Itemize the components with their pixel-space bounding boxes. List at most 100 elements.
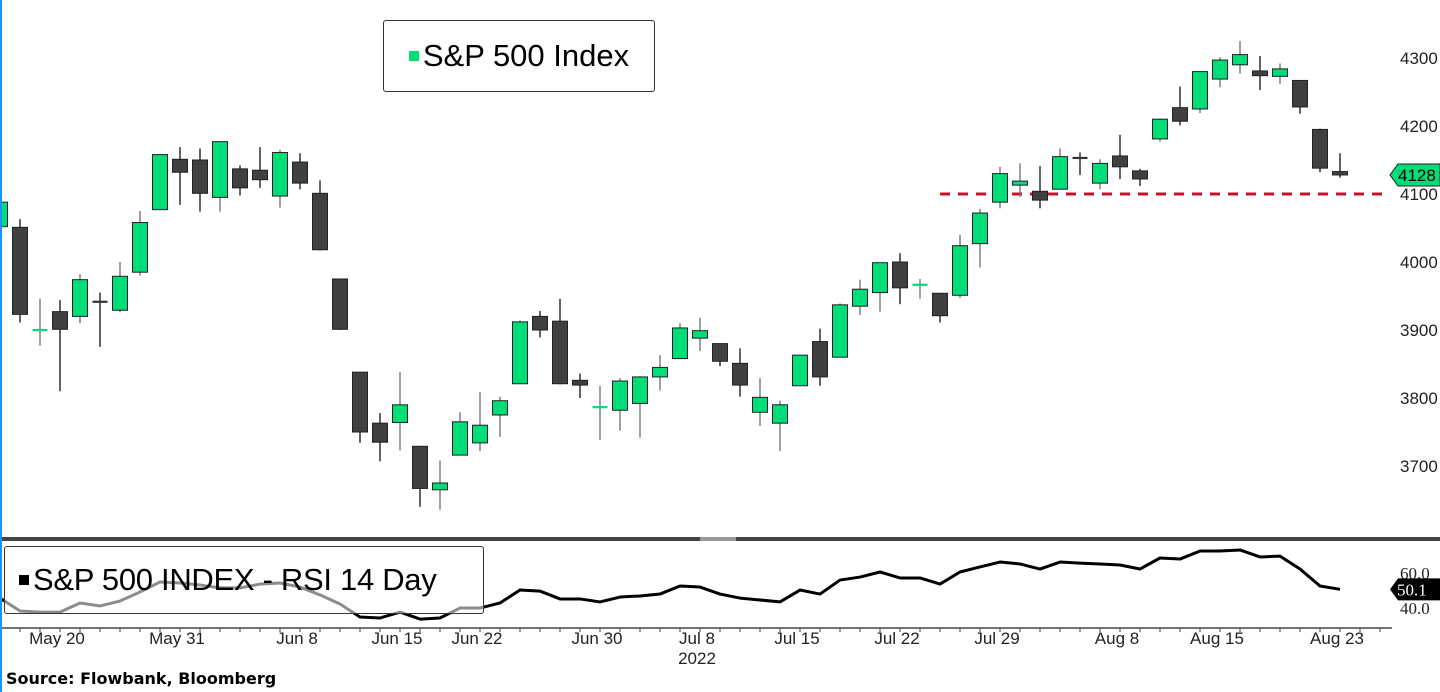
candle xyxy=(892,253,908,305)
candle-body-up xyxy=(1052,156,1068,190)
candle xyxy=(272,149,288,208)
candle-body-down xyxy=(52,311,68,330)
candle xyxy=(532,310,548,338)
candle xyxy=(372,412,388,462)
candle-body-down xyxy=(312,192,328,251)
legend-green-square-icon xyxy=(408,51,419,61)
candle xyxy=(1292,79,1308,114)
candle xyxy=(912,279,928,299)
rsi-last-tag xyxy=(1390,578,1440,601)
candle xyxy=(1072,152,1088,175)
candle xyxy=(92,292,108,347)
candle xyxy=(632,376,648,438)
candle-body-down xyxy=(532,315,548,331)
candle-body-down xyxy=(892,261,908,289)
x-tick-label: Jul 15 xyxy=(774,629,819,648)
candle-body-up xyxy=(1152,118,1168,140)
candle-body-up xyxy=(752,396,768,413)
candle xyxy=(1192,71,1208,114)
x-tick-label: Jul 22 xyxy=(874,629,919,648)
x-tick-label: May 31 xyxy=(149,629,205,648)
candle xyxy=(352,371,368,443)
candle xyxy=(432,460,448,510)
candle xyxy=(172,147,188,205)
candle xyxy=(52,300,68,392)
price-panel xyxy=(0,41,1390,510)
candle xyxy=(112,262,128,313)
candle xyxy=(1152,118,1168,142)
candle xyxy=(832,303,848,358)
candle xyxy=(1052,148,1068,190)
candle-body-down xyxy=(252,169,268,181)
candle xyxy=(0,200,8,240)
candle-body-down xyxy=(1112,155,1128,168)
candle xyxy=(992,166,1008,209)
candle-body-down xyxy=(1172,107,1188,122)
candle-body-up xyxy=(1232,54,1248,66)
candle-body-down xyxy=(552,320,568,385)
candle-body-up xyxy=(792,354,808,387)
candle-body-down xyxy=(1292,79,1308,108)
candle-body-up xyxy=(632,376,648,404)
candle xyxy=(1212,57,1228,88)
legend-black-square-icon xyxy=(19,575,29,585)
candle xyxy=(292,153,308,190)
candle-body-up xyxy=(72,279,88,317)
candle xyxy=(472,391,488,452)
x-tick-label: Jun 8 xyxy=(276,629,318,648)
panel-resize-handle xyxy=(700,537,736,541)
candle-body-up xyxy=(612,380,628,411)
candle-body-up xyxy=(952,245,968,296)
candle-body-up xyxy=(152,154,168,211)
candle-body-up xyxy=(872,262,888,294)
candle-body-down xyxy=(712,343,728,362)
candle xyxy=(552,298,568,385)
candle xyxy=(332,278,348,330)
candle xyxy=(932,292,948,323)
candle xyxy=(1172,86,1188,126)
candle xyxy=(612,378,628,431)
candle xyxy=(1132,168,1148,186)
candle xyxy=(972,208,988,268)
candle xyxy=(792,354,808,387)
candle xyxy=(152,154,168,211)
candle-body-down xyxy=(1132,170,1148,180)
y-tick-label: 3800 xyxy=(1400,389,1438,408)
x-tick-label: Jun 30 xyxy=(571,629,622,648)
candle-body-up xyxy=(432,482,448,491)
candle xyxy=(952,234,968,299)
candle xyxy=(1012,163,1028,197)
candle xyxy=(1032,166,1048,209)
candle-body-up xyxy=(212,141,228,198)
x-tick-label: Aug 15 xyxy=(1190,629,1244,648)
candle xyxy=(572,373,588,398)
candle-body-up xyxy=(1092,162,1108,184)
candle xyxy=(452,412,468,456)
candle-body-down xyxy=(732,362,748,386)
candle xyxy=(692,317,708,352)
candle-body-up xyxy=(0,201,8,228)
candle xyxy=(512,320,528,385)
y-tick-label: 4000 xyxy=(1400,253,1438,272)
candle xyxy=(812,328,828,386)
candle xyxy=(672,323,688,360)
candle-body-down xyxy=(1252,70,1268,77)
candle-body-down xyxy=(172,158,188,173)
candle xyxy=(732,348,748,397)
candle xyxy=(852,279,868,316)
y-tick-label: 3700 xyxy=(1400,457,1438,476)
candle-body-down xyxy=(932,292,948,317)
x-axis-year-label: 2022 xyxy=(678,649,716,668)
rsi-last-label: 50.1 xyxy=(1397,580,1427,599)
candle xyxy=(1312,128,1328,173)
y-tick-label: 3900 xyxy=(1400,321,1438,340)
candle-body-down xyxy=(1332,171,1348,176)
candle-body-down xyxy=(812,341,828,378)
rsi-y-tick-label: 60.0 xyxy=(1400,564,1430,583)
last-price-tag xyxy=(1389,163,1440,187)
last-price-label: 4128 xyxy=(1398,166,1436,185)
candle-body-up xyxy=(772,404,788,424)
candle xyxy=(192,148,208,212)
candle-body-up xyxy=(272,152,288,197)
